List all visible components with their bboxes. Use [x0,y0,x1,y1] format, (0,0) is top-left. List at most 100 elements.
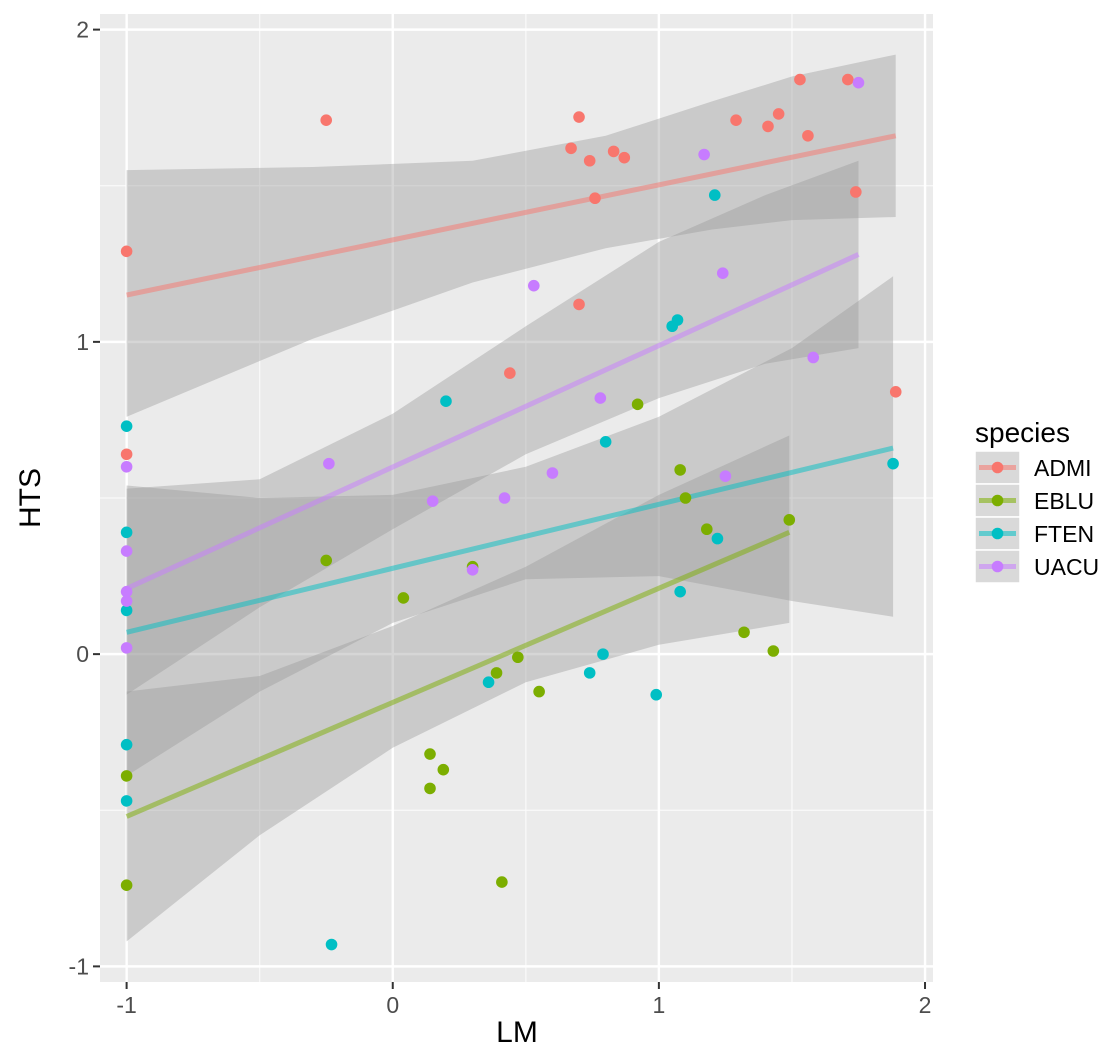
confidence-band-ften [126,276,894,776]
major-grid [100,14,933,982]
y-axis-title: HTS [14,468,47,528]
x-tick-label: 2 [919,992,932,1018]
point-uacu [852,76,865,89]
point-eblu [490,667,503,679]
point-uacu [120,545,133,557]
data-points [120,73,902,951]
point-uacu [120,460,133,473]
point-admi [607,145,620,158]
point-admi [583,154,596,167]
point-admi [850,186,862,198]
point-ften [583,667,596,679]
point-uacu [807,351,820,364]
fit-lines [125,133,897,819]
point-admi [120,448,133,461]
point-eblu [320,554,333,567]
point-admi [842,73,854,86]
point-admi [573,111,585,123]
point-uacu [546,467,559,479]
confidence-bands [126,54,896,942]
point-ften [597,648,609,660]
minor-grid [100,14,933,982]
point-eblu [783,514,796,526]
point-eblu [700,523,713,536]
legend-label-ften: FTEN [1034,521,1094,547]
point-eblu [533,685,545,698]
point-uacu [594,392,607,404]
y-tick-label: 1 [76,329,89,355]
point-uacu [698,148,710,161]
point-admi [794,73,806,86]
point-eblu [397,592,410,604]
point-admi [504,367,516,379]
point-ften [120,738,133,751]
point-ften [120,795,133,807]
point-ften [674,585,686,598]
point-ften [650,688,663,701]
fit-line-ften [126,445,894,635]
point-ften [887,457,899,470]
confidence-band-eblu [126,435,790,942]
point-admi [565,142,577,155]
point-eblu [120,879,133,891]
y-tick-label: 0 [76,641,89,667]
point-ften [708,189,721,201]
point-admi [889,386,902,398]
legend-key-point [991,560,1004,573]
point-uacu [498,492,511,504]
y-tick-label: -1 [69,953,89,979]
point-admi [618,151,631,164]
legend-label-uacu: UACU [1034,554,1099,580]
x-axis-title: LM [496,1016,538,1049]
point-uacu [426,495,439,507]
point-ften [711,532,724,545]
legend: species ADMI EBLU FTEN UACU [974,417,1099,584]
point-uacu [120,595,133,607]
point-eblu [424,748,436,760]
point-ften [440,395,452,408]
point-uacu [716,267,729,279]
point-eblu [496,876,508,888]
y-tick-label: 2 [76,17,89,43]
point-eblu [738,626,750,639]
fit-line-eblu [125,530,791,819]
point-ften [120,604,133,617]
legend-key-point [991,494,1004,507]
x-tick-label: -1 [116,992,136,1018]
point-ften [482,676,495,689]
point-ften [120,526,133,539]
point-admi [589,192,601,205]
point-admi [120,245,133,258]
point-admi [762,120,774,133]
axes: -1 0 1 2 -1 0 1 2 [69,17,932,1018]
point-eblu [512,651,524,664]
point-uacu [120,642,133,654]
confidence-band-uacu [126,160,859,695]
point-ften [671,314,684,326]
point-eblu [767,645,780,657]
x-tick-label: 0 [386,992,399,1018]
legend-key-point [991,527,1004,540]
fit-line-uacu [125,252,860,591]
point-ften [325,938,338,951]
legend-label-eblu: EBLU [1034,488,1094,514]
legend-title: species [975,417,1070,448]
fit-line-admi [126,133,897,298]
legend-key-point [991,461,1004,474]
point-uacu [527,279,540,292]
point-eblu [424,782,436,795]
point-eblu [437,763,450,776]
point-admi [772,108,785,120]
legend-label-admi: ADMI [1034,455,1092,481]
point-ften [120,420,133,432]
point-eblu [120,770,133,782]
point-eblu [679,492,692,504]
point-admi [573,298,585,311]
x-tick-label: 1 [652,992,665,1018]
point-ften [599,435,612,448]
point-admi [320,114,333,126]
point-admi [730,114,742,126]
point-uacu [120,585,133,598]
point-admi [802,129,814,142]
point-uacu [466,564,479,576]
